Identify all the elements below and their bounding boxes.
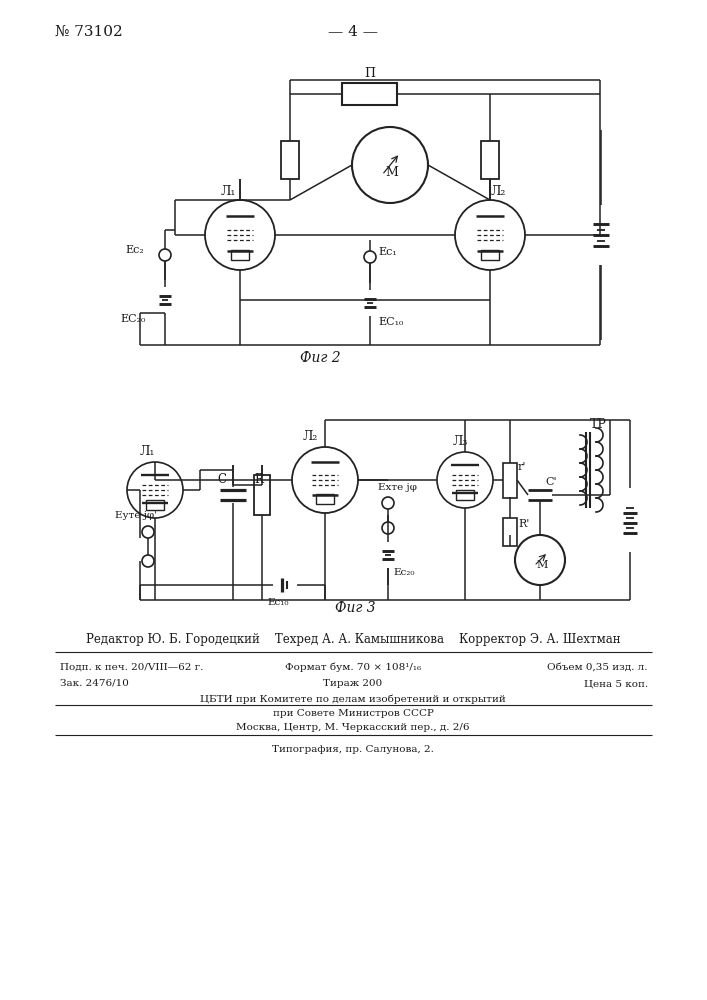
Bar [281, 141, 299, 179]
Text: Москва, Центр, М. Черкасский пер., д. 2/6: Москва, Центр, М. Черкасский пер., д. 2/… [236, 723, 469, 732]
Circle shape [159, 249, 171, 261]
Bar [481, 250, 499, 260]
Text: Ес₂: Ес₂ [125, 245, 144, 255]
Text: R': R' [518, 519, 530, 529]
Text: R: R [254, 473, 263, 486]
Text: Л₁: Л₁ [139, 445, 155, 458]
Circle shape [437, 452, 493, 508]
Text: — 4 —: — 4 — [328, 25, 378, 39]
Text: Ес₁₀: Ес₁₀ [267, 598, 288, 607]
Text: Редактор Ю. Б. Городецкий    Техред А. А. Камышникова    Корректор Э. А. Шехтман: Редактор Ю. Б. Городецкий Техред А. А. К… [86, 634, 620, 647]
Text: № 73102: № 73102 [55, 25, 123, 39]
Bar [316, 494, 334, 504]
Bar [503, 518, 517, 546]
Text: Типография, пр. Салунова, 2.: Типография, пр. Салунова, 2. [272, 745, 434, 754]
Text: С: С [217, 473, 226, 486]
Circle shape [292, 447, 358, 513]
Circle shape [205, 200, 275, 270]
Text: П: П [364, 67, 375, 80]
Bar [456, 490, 474, 500]
Text: r': r' [518, 462, 527, 472]
Circle shape [127, 462, 183, 518]
Circle shape [142, 555, 154, 567]
Text: Фиг 3: Фиг 3 [334, 601, 375, 615]
Text: Объем 0,35 изд. л.: Объем 0,35 изд. л. [547, 663, 648, 672]
Circle shape [352, 127, 428, 203]
Text: Фиг 2: Фиг 2 [300, 351, 340, 365]
Circle shape [142, 526, 154, 538]
Bar [146, 500, 164, 510]
Text: ЕС₂₀: ЕС₂₀ [120, 314, 146, 324]
Text: Л₃: Л₃ [452, 435, 468, 448]
Text: Еуте jφ': Еуте jφ' [115, 511, 157, 520]
Bar [231, 250, 249, 260]
Text: Л₂: Л₂ [303, 430, 317, 443]
Text: ЕС₁₀: ЕС₁₀ [378, 317, 404, 327]
Circle shape [382, 522, 394, 534]
Text: при Совете Министров СССР: при Совете Министров СССР [273, 709, 433, 718]
Text: C': C' [545, 477, 556, 487]
Circle shape [382, 497, 394, 509]
Bar [503, 462, 517, 497]
Circle shape [364, 251, 376, 263]
Text: Подп. к печ. 20/VIII—62 г.: Подп. к печ. 20/VIII—62 г. [60, 663, 204, 672]
Circle shape [455, 200, 525, 270]
Bar [254, 475, 270, 515]
Text: Формат бум. 70 × 108¹/₁₆: Формат бум. 70 × 108¹/₁₆ [285, 663, 421, 672]
Text: Зак. 2476/10: Зак. 2476/10 [60, 679, 129, 688]
Text: Цена 5 коп.: Цена 5 коп. [584, 679, 648, 688]
Text: Тираж 200: Тираж 200 [323, 679, 382, 688]
Text: Л₁: Л₁ [221, 185, 235, 198]
Text: Ес₁: Ес₁ [378, 247, 397, 257]
Text: ТР: ТР [590, 418, 607, 431]
Bar [481, 141, 499, 179]
Text: ЦБТИ при Комитете по делам изобретений и открытий: ЦБТИ при Комитете по делам изобретений и… [200, 695, 506, 704]
Text: Ес₂₀: Ес₂₀ [393, 568, 414, 577]
Text: М: М [385, 166, 399, 180]
Circle shape [515, 535, 565, 585]
Text: Ехте jφ: Ехте jφ [378, 483, 417, 492]
Bar [342, 83, 397, 105]
Text: М: М [537, 560, 548, 570]
Text: Л₂: Л₂ [491, 185, 506, 198]
